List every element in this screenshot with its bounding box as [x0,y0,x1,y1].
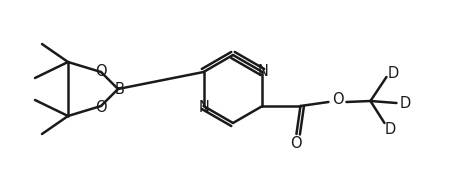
Text: B: B [115,82,125,96]
Text: D: D [400,96,411,111]
Text: O: O [95,100,107,114]
Text: O: O [332,93,343,108]
Text: N: N [199,100,210,114]
Text: D: D [388,66,399,80]
Text: O: O [95,64,107,78]
Text: O: O [290,137,301,151]
Text: D: D [385,122,396,137]
Text: N: N [258,64,269,78]
